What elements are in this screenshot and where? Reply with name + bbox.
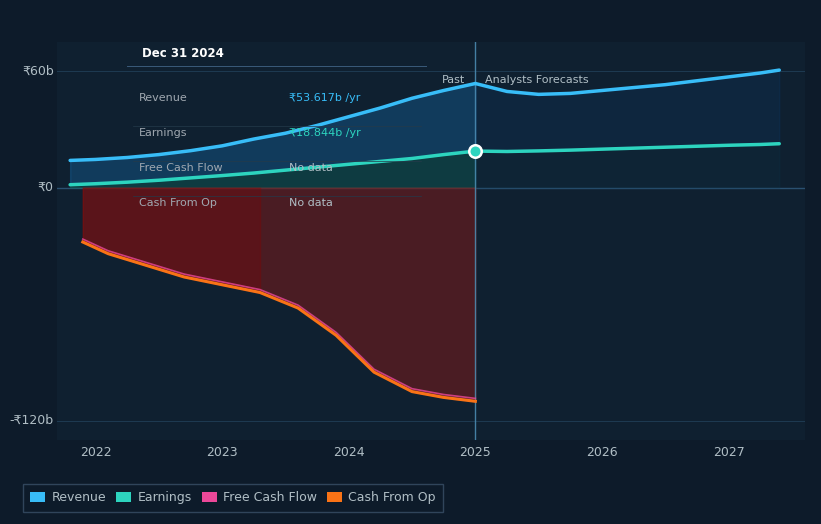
Text: ₹18.844b /yr: ₹18.844b /yr <box>289 128 360 138</box>
Text: ₹0: ₹0 <box>38 181 53 194</box>
Text: No data: No data <box>289 198 333 208</box>
Text: Dec 31 2024: Dec 31 2024 <box>142 47 224 60</box>
Text: Earnings: Earnings <box>140 128 188 138</box>
Text: ₹53.617b /yr: ₹53.617b /yr <box>289 93 360 103</box>
Legend: Revenue, Earnings, Free Cash Flow, Cash From Op: Revenue, Earnings, Free Cash Flow, Cash … <box>23 484 443 512</box>
Text: Revenue: Revenue <box>140 93 188 103</box>
Text: Analysts Forecasts: Analysts Forecasts <box>485 75 589 85</box>
Text: Free Cash Flow: Free Cash Flow <box>140 163 222 173</box>
Text: -₹120b: -₹120b <box>10 414 53 427</box>
Text: No data: No data <box>289 163 333 173</box>
Text: Past: Past <box>442 75 466 85</box>
Text: ₹60b: ₹60b <box>22 64 53 78</box>
Text: Cash From Op: Cash From Op <box>140 198 217 208</box>
